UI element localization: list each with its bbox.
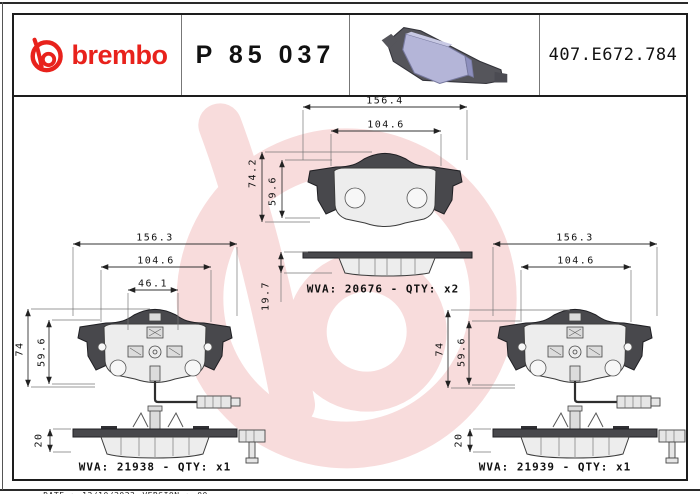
pad-image-cell — [350, 15, 540, 95]
brand-cell: brembo — [14, 15, 182, 95]
dim-label-top-overall-width: 156.4 — [366, 95, 404, 107]
drawing-frame: brembo P 85 037 407.E672.784 — [12, 13, 688, 481]
dim-label-right-pad-width: 104.6 — [557, 255, 595, 267]
part-number-cell: P 85 037 — [182, 15, 350, 95]
footer-date-version: DATE : 12/10/2023 VERSION : 00 — [22, 482, 215, 494]
wva-label-right-pad: WVA: 21939 - QTY: x1 — [478, 460, 632, 474]
dim-label-right-overall-width: 156.3 — [556, 232, 594, 244]
dim-label-top-pad-width: 104.6 — [367, 119, 405, 131]
dim-label-left-overall-width: 156.3 — [136, 232, 174, 244]
brembo-logo-icon — [30, 37, 64, 73]
left-rule — [2, 2, 3, 490]
version-label: VERSION : — [142, 491, 190, 494]
catalog-number: 407.E672.784 — [548, 45, 678, 65]
version-value: 00 — [197, 491, 208, 494]
wva-label-left-pad: WVA: 21938 - QTY: x1 — [78, 460, 232, 474]
brake-pad-3d-image — [381, 26, 507, 85]
title-block: brembo P 85 037 407.E672.784 — [14, 15, 686, 97]
date-value: 12/10/2023 — [82, 491, 135, 494]
wva-label-top-pad: WVA: 20676 - QTY: x2 — [306, 282, 460, 296]
catalog-number-cell: 407.E672.784 — [540, 15, 686, 95]
brand-wordmark: brembo — [71, 39, 168, 70]
dim-label-left-sensor-width: 46.1 — [137, 278, 169, 290]
bottom-rule — [0, 489, 700, 491]
date-label: DATE : — [43, 491, 75, 494]
dim-label-left-pad-width: 104.6 — [137, 255, 175, 267]
top-rule — [0, 2, 688, 4]
part-number: P 85 037 — [195, 40, 336, 69]
top-pad-front-view — [307, 152, 463, 227]
